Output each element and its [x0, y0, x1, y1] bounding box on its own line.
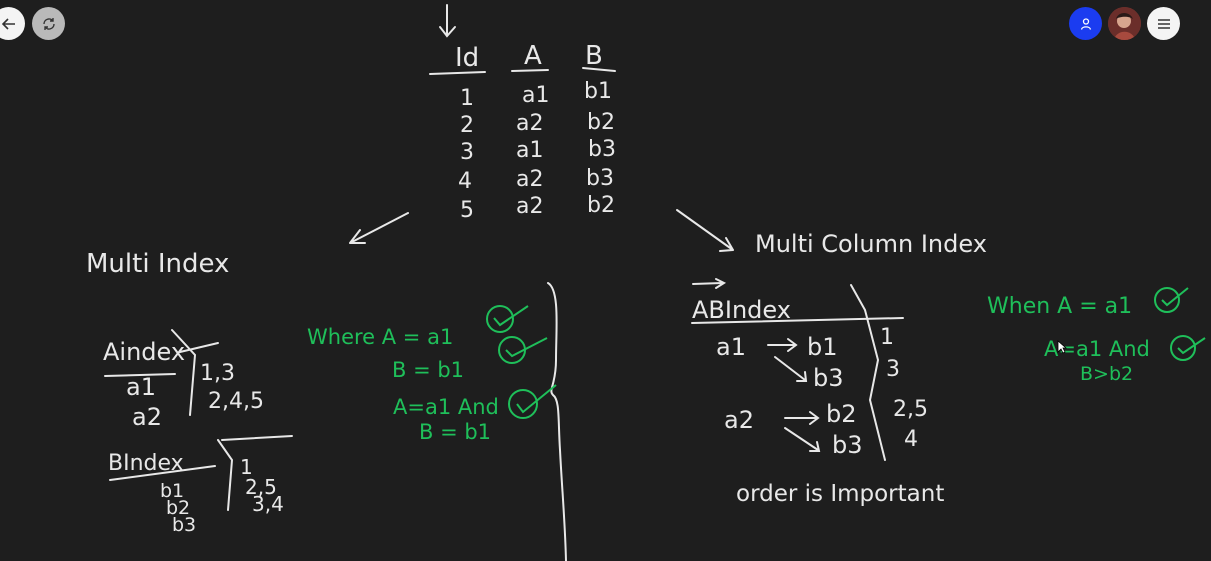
bindex-ids: 2,5	[245, 475, 277, 499]
user-icon	[1080, 17, 1091, 30]
table-cell: 2	[460, 113, 474, 138]
bindex-header: BIndex	[108, 451, 184, 476]
table-cell: b3	[588, 137, 616, 162]
down-arrow	[439, 4, 456, 38]
table-cell: b3	[586, 166, 614, 191]
check-circle-icon	[1154, 287, 1180, 313]
arrow-left-icon	[1, 17, 15, 30]
abindex-key-b: b2	[826, 400, 857, 428]
bindex-ids: 1	[240, 455, 253, 479]
aindex-header: Aindex	[103, 338, 185, 366]
table-cell: b2	[587, 110, 615, 135]
table-cell: b2	[587, 193, 615, 218]
query-text: Where A = a1	[307, 325, 453, 349]
table-header-b: B	[585, 41, 603, 71]
table-cell: 1	[460, 86, 474, 111]
aindex-key: a2	[132, 403, 162, 431]
check-circle-icon	[508, 389, 538, 419]
table-cell: 5	[460, 198, 474, 223]
query-text: A=a1 And	[393, 395, 499, 419]
aindex-ids: 1,3	[200, 361, 235, 386]
hamburger-menu-icon	[1157, 18, 1170, 29]
check-circle-icon	[1170, 335, 1196, 361]
table-cell: b1	[584, 79, 612, 104]
right-arrow	[676, 209, 734, 252]
abindex-header: ABIndex	[692, 296, 791, 324]
table-cell: a1	[516, 138, 543, 163]
order-note: order is Important	[736, 481, 944, 507]
multi-column-index-title: Multi Column Index	[755, 230, 987, 258]
mouse-cursor-icon	[1057, 340, 1067, 354]
sync-icon	[42, 17, 55, 30]
aindex-key: a1	[126, 373, 156, 401]
table-header-id: Id	[455, 43, 479, 73]
aindex-ids: 2,4,5	[208, 389, 264, 414]
table-header-a: A	[524, 41, 542, 71]
bindex-key: b2	[166, 497, 190, 519]
avatar[interactable]	[1108, 7, 1141, 40]
query-text: B = b1	[392, 358, 464, 382]
table-cell: a1	[522, 83, 549, 108]
sync-button[interactable]	[32, 7, 65, 40]
abindex-ids: 2,5	[893, 397, 928, 422]
menu-button[interactable]	[1147, 7, 1180, 40]
bindex-key: b1	[160, 480, 184, 502]
abindex-key-b: b3	[813, 364, 844, 392]
query-text: B = b1	[419, 420, 491, 444]
check-circle-icon	[498, 336, 526, 364]
table-cell: a2	[516, 111, 543, 136]
left-arrow	[349, 212, 409, 244]
table-cell: 3	[460, 140, 474, 165]
bindex-ids: 3,4	[252, 492, 284, 516]
abindex-key-b: b1	[807, 333, 838, 361]
abindex-ids: 3	[886, 357, 900, 382]
query-text: B>b2	[1080, 363, 1133, 385]
check-circle-icon	[486, 305, 514, 333]
table-cell: 4	[458, 169, 472, 194]
multi-index-title: Multi Index	[86, 249, 229, 279]
abindex-key-a: a2	[724, 406, 754, 434]
divider-brace	[547, 282, 567, 561]
avatar-image	[1108, 7, 1141, 40]
table-cell: a2	[516, 194, 543, 219]
bindex-key: b3	[172, 514, 196, 536]
abindex-key-a: a1	[716, 333, 746, 361]
query-text: When A = a1	[987, 294, 1132, 319]
abindex-key-b: b3	[832, 431, 863, 459]
table-cell: a2	[516, 167, 543, 192]
user-button[interactable]	[1069, 7, 1102, 40]
abindex-ids: 1	[880, 325, 894, 350]
abindex-ids: 4	[904, 427, 918, 452]
